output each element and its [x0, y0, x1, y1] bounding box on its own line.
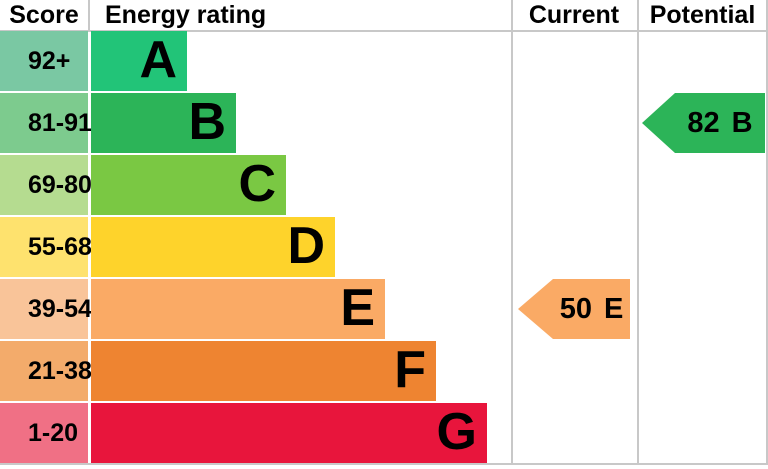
band-row-c: 69-80 C [0, 155, 511, 215]
current-column-divider [511, 0, 513, 464]
score-range-b: 81-91 [0, 93, 92, 153]
band-row-a: 92+ A [0, 31, 511, 91]
potential-band-letter: B [731, 107, 753, 139]
band-row-g: 1-20 G [0, 403, 511, 463]
band-bar-a: A [91, 31, 187, 91]
band-bar-e: E [91, 279, 385, 339]
current-rating-arrow: 50 E [518, 279, 630, 339]
current-score-value: 50 [559, 293, 592, 325]
chart-right-border [766, 0, 768, 464]
band-bar-g: G [91, 403, 487, 463]
band-row-f: 21-38 F [0, 341, 511, 401]
chart-bottom-border [0, 463, 768, 465]
score-column-header: Score [9, 1, 79, 29]
band-bar-c: C [91, 155, 286, 215]
score-header-divider [88, 0, 90, 31]
potential-column-header: Potential [649, 1, 756, 29]
potential-score-value: 82 [687, 107, 720, 139]
score-range-d: 55-68 [0, 217, 92, 277]
score-range-e: 39-54 [0, 279, 92, 339]
band-row-b: 81-91 B [0, 93, 511, 153]
band-row-e: 39-54 E [0, 279, 511, 339]
score-range-c: 69-80 [0, 155, 92, 215]
current-band-letter: E [603, 293, 624, 325]
score-range-a: 92+ [0, 31, 88, 91]
left-arrow-shape-icon [518, 279, 630, 339]
band-bar-d: D [91, 217, 335, 277]
rating-bands: 92+ A 81-91 B 69-80 C 55-68 D 39-54 E 21-38 F 1-20 G [0, 31, 511, 465]
potential-column-divider [637, 0, 639, 464]
left-arrow-shape-icon [642, 93, 765, 153]
band-bar-b: B [91, 93, 236, 153]
current-column-header: Current [528, 1, 620, 29]
score-range-g: 1-20 [0, 403, 88, 463]
header-underline [0, 30, 768, 32]
band-row-d: 55-68 D [0, 217, 511, 277]
band-bar-f: F [91, 341, 436, 401]
potential-rating-arrow: 82 B [642, 93, 765, 153]
score-range-f: 21-38 [0, 341, 92, 401]
energy-rating-column-header: Energy rating [105, 1, 267, 29]
